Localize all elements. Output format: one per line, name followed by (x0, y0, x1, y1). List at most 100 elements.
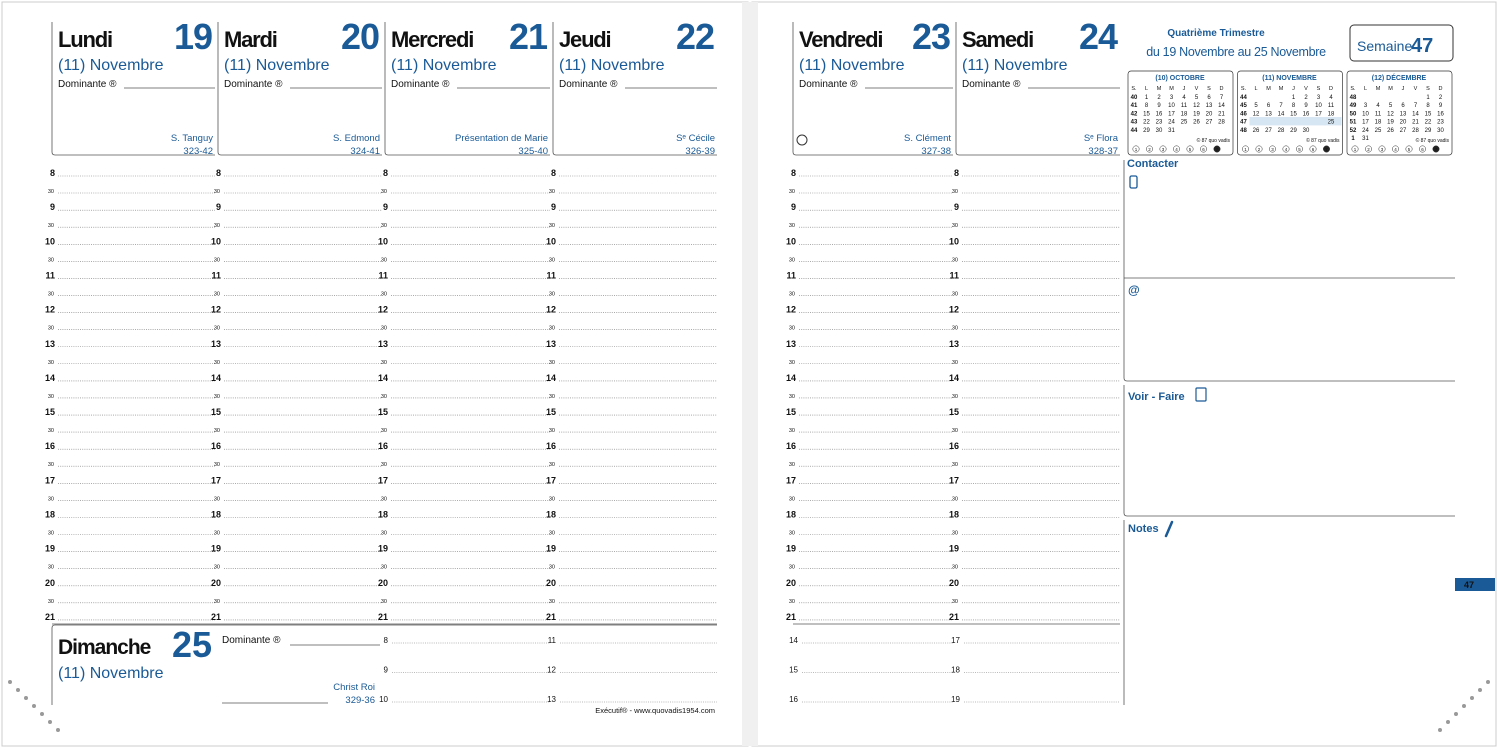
half-hour-label: 30 (789, 428, 795, 434)
hour-label: 13 (211, 339, 221, 349)
half-hour-label: 30 (549, 257, 555, 263)
day-name: Samedi (962, 27, 1033, 52)
calendar-day: 23 (1156, 120, 1163, 126)
calendar-day: 25 (1375, 128, 1382, 134)
half-hour-label: 30 (381, 428, 387, 434)
half-hour-label: 30 (952, 291, 958, 297)
calendar-day: 28 (1278, 128, 1285, 134)
hour-label: 10 (45, 236, 55, 246)
hour-label: 17 (211, 475, 221, 485)
hour-label: 11 (786, 270, 796, 280)
weekday-circle-label: 5 (1298, 147, 1301, 152)
half-hour-label: 30 (789, 360, 795, 366)
hour-label: 8 (216, 168, 221, 178)
weekday-circle (1392, 145, 1399, 153)
section-title: Contacter (1127, 158, 1179, 170)
half-hour-label: 30 (952, 257, 958, 263)
half-hour-label: 30 (952, 599, 958, 605)
calendar-day: 8 (1145, 103, 1149, 109)
calendar-box (1127, 70, 1234, 156)
half-hour-label: 30 (952, 496, 958, 502)
weekday-circle-label: 2 (1367, 147, 1370, 152)
hour-label: 9 (551, 202, 556, 212)
calendar-day: 18 (1375, 120, 1382, 126)
day-number: 23 (912, 16, 950, 57)
weekday-circle (1269, 145, 1276, 153)
hour-label: 18 (45, 510, 55, 520)
hour-label: 20 (378, 578, 388, 588)
day-count: 327-38 (921, 146, 951, 157)
calendar-weekday: S. (1350, 86, 1356, 92)
current-week (1249, 117, 1342, 126)
calendar-day: 31 (1362, 136, 1369, 142)
hour-label: 21 (378, 612, 388, 622)
calendar-day: 14 (1278, 111, 1285, 117)
hour-label: 17 (951, 636, 960, 645)
hour-label: 13 (949, 339, 959, 349)
hour-label: 9 (791, 202, 796, 212)
calendar-day: 6 (1207, 95, 1211, 101)
half-hour-label: 30 (214, 291, 220, 297)
hour-label: 13 (547, 695, 556, 704)
hour-label: 12 (45, 305, 55, 315)
half-hour-label: 30 (381, 223, 387, 229)
weekday-circle (1378, 145, 1386, 153)
calendar-day: 17 (1168, 111, 1175, 117)
saint: S. Edmond (333, 133, 380, 144)
calendar-day: 1 (1292, 95, 1296, 101)
hour-label: 17 (45, 475, 55, 485)
calendar-day: 16 (1303, 111, 1310, 117)
half-hour-label: 30 (789, 394, 795, 400)
half-hour-label: 30 (381, 531, 387, 537)
hour-label: 21 (546, 612, 556, 622)
weekday-circle (1255, 145, 1263, 153)
calendar-day: 5 (1254, 103, 1258, 109)
calendar-weekday: J (1292, 86, 1295, 92)
day-number: 19 (174, 16, 212, 57)
weekday-circle (1419, 145, 1426, 153)
calendar-weekday: J (1402, 86, 1405, 92)
calendar-day: 11 (1181, 103, 1188, 109)
hour-label: 10 (378, 236, 388, 246)
hour-label: 14 (45, 373, 55, 383)
weekday-circle-label: 2 (1258, 147, 1261, 152)
half-hour-label: 30 (549, 599, 555, 605)
hour-label: 16 (378, 441, 388, 451)
half-hour-label: 30 (549, 223, 555, 229)
calendar-day: 18 (1181, 111, 1188, 117)
weekday-circle (1282, 145, 1290, 153)
half-hour-label: 30 (214, 496, 220, 502)
calendar-day: 14 (1218, 103, 1225, 109)
day-number: 21 (509, 16, 548, 57)
weekday-circle-label: 3 (1271, 147, 1274, 152)
half-hour-label: 30 (549, 326, 555, 332)
dominante: Dominante ® (222, 635, 281, 646)
calendar-day: 31 (1168, 128, 1175, 134)
calendar-day: 22 (1425, 120, 1432, 126)
half-hour-label: 30 (789, 496, 795, 502)
hour-label: 12 (546, 305, 556, 315)
hour-label: 15 (546, 407, 556, 417)
half-hour-label: 30 (952, 428, 958, 434)
day-count: 325-40 (518, 146, 548, 157)
calendar-day: 4 (1376, 103, 1380, 109)
day-name: Jeudi (559, 27, 611, 52)
half-hour-label: 30 (789, 326, 795, 332)
hour-label: 10 (379, 695, 388, 704)
day-count: 326-39 (685, 146, 715, 157)
spiral-left (8, 680, 60, 732)
day-name: Mercredi (391, 27, 473, 52)
spiral-right (1438, 680, 1490, 732)
day-month: (11) Novembre (962, 57, 1068, 74)
half-hour-label: 30 (48, 565, 54, 571)
hour-label: 20 (786, 578, 796, 588)
hour-label: 13 (378, 339, 388, 349)
weekday-circle-label: 4 (1175, 147, 1178, 152)
calendar-day: 7 (1220, 95, 1224, 101)
saint: Sᵉ Flora (1084, 133, 1119, 144)
half-hour-label: 30 (952, 565, 958, 571)
hour-label: 11 (949, 270, 959, 280)
calendar-day: 15 (1425, 111, 1432, 117)
calendar-box (1237, 70, 1343, 156)
hour-label: 15 (789, 666, 798, 675)
